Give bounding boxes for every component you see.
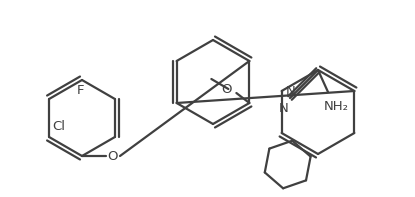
Text: Cl: Cl xyxy=(52,120,65,133)
Text: F: F xyxy=(76,84,84,97)
Text: NH₂: NH₂ xyxy=(324,100,349,113)
Text: N: N xyxy=(286,85,295,98)
Text: O: O xyxy=(221,83,232,96)
Text: O: O xyxy=(107,150,117,163)
Text: N: N xyxy=(278,102,288,115)
